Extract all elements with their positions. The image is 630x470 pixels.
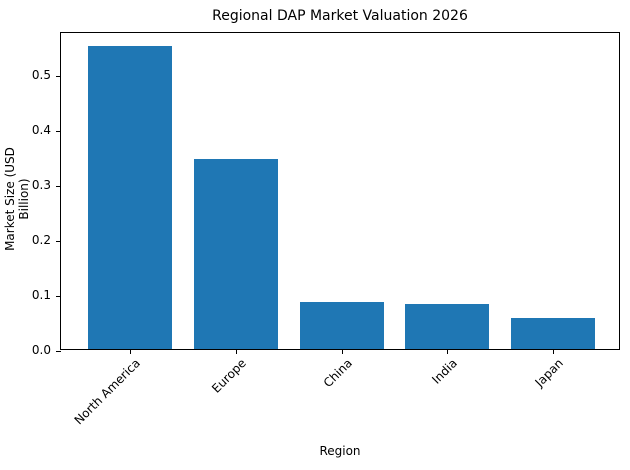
y-tick <box>56 76 61 77</box>
x-tick-label: Japan <box>532 356 566 390</box>
bar-north-america <box>88 45 172 349</box>
x-tick <box>342 349 343 354</box>
x-axis-label: Region <box>319 444 361 458</box>
y-tick <box>56 296 61 297</box>
bar-china <box>300 301 384 349</box>
x-tick-label: China <box>320 356 355 391</box>
y-tick-label: 0.0 <box>31 343 51 357</box>
plot-area: 0.0 0.1 0.2 0.3 0.4 0.5 <box>32 32 620 357</box>
x-tick-label: India <box>429 356 460 387</box>
x-tick <box>447 349 448 354</box>
bar-india <box>405 304 489 349</box>
x-tick-label: Europe <box>209 356 249 396</box>
chart-title: Regional DAP Market Valuation 2026 <box>212 8 468 24</box>
y-tick-label: 0.5 <box>31 68 51 82</box>
x-tick <box>236 349 237 354</box>
y-tick-label: 0.2 <box>31 233 51 247</box>
y-tick-label: 0.3 <box>31 178 51 192</box>
bar-europe <box>194 158 278 349</box>
x-tick <box>130 349 131 354</box>
x-tick <box>553 349 554 354</box>
y-tick <box>56 351 61 352</box>
y-tick <box>56 241 61 242</box>
bar-japan <box>511 317 595 349</box>
y-tick <box>56 131 61 132</box>
x-tick-label: North America <box>71 356 143 428</box>
y-tick-label: 0.4 <box>31 123 51 137</box>
y-tick <box>56 186 61 187</box>
y-tick-label: 0.1 <box>31 288 51 302</box>
